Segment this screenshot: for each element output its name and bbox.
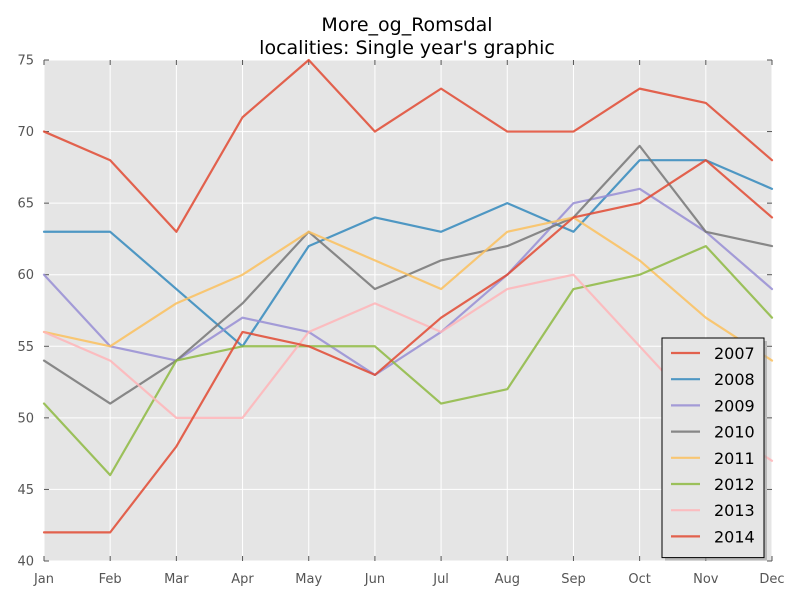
y-tick-label: 65 xyxy=(17,197,34,212)
x-tick-label: Jun xyxy=(364,572,385,587)
x-tick-label: May xyxy=(295,572,322,587)
legend-label: 2008 xyxy=(714,370,755,389)
y-tick-label: 55 xyxy=(17,340,34,355)
legend-box xyxy=(661,337,765,559)
chart-title: More_og_Romsdal xyxy=(321,14,492,36)
chart-subtitle: localities: Single year's graphic xyxy=(259,37,555,59)
x-tick-label: Apr xyxy=(231,572,254,587)
x-tick-label: Feb xyxy=(99,572,122,587)
legend-label: 2014 xyxy=(714,527,755,546)
legend-label: 2011 xyxy=(714,449,755,468)
y-tick-label: 60 xyxy=(17,268,34,283)
legend[interactable]: 2007 2008 2009 2010 2011 2012 2013 2014 xyxy=(661,337,767,561)
x-tick-label: Aug xyxy=(495,572,520,587)
series-line-2013 xyxy=(42,273,774,462)
x-tick-label: Dec xyxy=(759,572,784,587)
y-tick-label: 75 xyxy=(17,54,34,69)
y-tick-label: 70 xyxy=(17,125,34,140)
x-tick-label: Jan xyxy=(33,572,54,587)
series-lines xyxy=(42,58,774,534)
series-line-2014 xyxy=(42,159,774,534)
y-tick-label: 50 xyxy=(17,411,34,426)
legend-label: 2010 xyxy=(714,423,755,442)
x-tick-label: Jul xyxy=(432,572,449,587)
series-line-2012 xyxy=(42,244,774,477)
x-tick-label: Sep xyxy=(561,572,586,587)
axes: Jan Feb Mar Apr May Jun Jul Aug Sep Oct Nov Dec 40 45… xyxy=(17,54,784,588)
legend-label: 2012 xyxy=(714,475,755,494)
legend-label: 2009 xyxy=(714,396,755,415)
legend-label: 2013 xyxy=(714,501,755,520)
x-tick-label: Mar xyxy=(164,572,189,587)
y-tick-label: 45 xyxy=(17,483,34,498)
legend-label: 2007 xyxy=(714,344,755,363)
y-tick-label: 40 xyxy=(17,555,34,570)
x-tick-label: Nov xyxy=(693,572,719,587)
x-tick-label: Oct xyxy=(628,572,650,587)
series-line-2007 xyxy=(42,58,774,233)
